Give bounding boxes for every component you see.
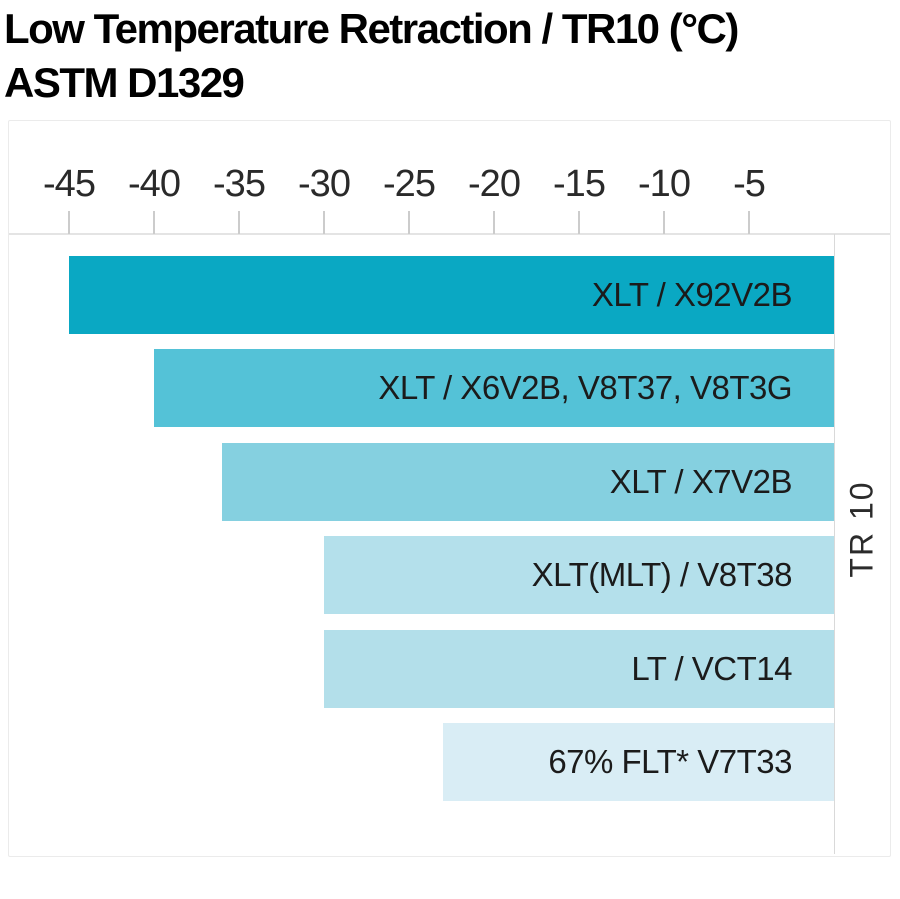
x-tick-label: -10 [638, 163, 691, 205]
chart-panel: -45 -40 -35 -30 -25 -20 -15 -10 -5 XLT / X92V2B X… [8, 120, 891, 857]
x-tick-mark [153, 211, 155, 234]
chart-title-line2: ASTM D1329 [4, 59, 245, 106]
bar-label: LT / VCT14 [631, 650, 792, 687]
x-tick-mark [493, 211, 495, 234]
top-axis-line [9, 233, 890, 235]
x-tick-label: -5 [733, 163, 766, 205]
right-axis-label: TR 10 [843, 480, 880, 578]
x-tick-label: -15 [553, 163, 606, 205]
bar-3: XLT / X7V2B [222, 443, 834, 521]
bar-label: XLT / X6V2B, V8T37, V8T3G [378, 369, 792, 406]
chart-title-line1: Low Temperature Retraction / TR10 (°C) [4, 5, 739, 52]
x-tick-label: -40 [128, 163, 181, 205]
x-tick-mark [408, 211, 410, 234]
bar-2: XLT / X6V2B, V8T37, V8T3G [154, 349, 834, 427]
chart-title: Low Temperature Retraction / TR10 (°C) A… [4, 2, 900, 110]
x-tick-mark [238, 211, 240, 234]
bar-1: XLT / X92V2B [69, 256, 834, 334]
x-tick-label: -30 [298, 163, 351, 205]
x-tick-mark [663, 211, 665, 234]
bar-6: 67% FLT* V7T33 [443, 723, 834, 801]
x-tick-label: -35 [213, 163, 266, 205]
x-tick-mark [323, 211, 325, 234]
x-tick-label: -25 [383, 163, 436, 205]
zero-axis-line [834, 234, 835, 854]
bar-5: LT / VCT14 [324, 630, 834, 708]
bar-label: XLT(MLT) / V8T38 [531, 556, 793, 593]
x-tick-mark [578, 211, 580, 234]
bar-label: XLT / X92V2B [591, 276, 793, 313]
bar-label: XLT / X7V2B [609, 463, 793, 500]
x-tick-label: -45 [43, 163, 96, 205]
bar-label: 67% FLT* V7T33 [548, 743, 792, 780]
x-tick-mark [748, 211, 750, 234]
x-tick-label: -20 [468, 163, 521, 205]
bar-4: XLT(MLT) / V8T38 [324, 536, 834, 614]
x-tick-mark [68, 211, 70, 234]
